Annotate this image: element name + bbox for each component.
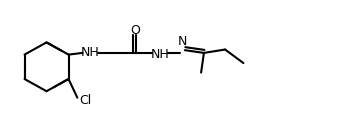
Text: O: O [131, 24, 141, 37]
Text: N: N [177, 35, 187, 48]
Text: Cl: Cl [79, 94, 91, 107]
Text: NH: NH [81, 46, 100, 59]
Text: NH: NH [151, 48, 170, 61]
